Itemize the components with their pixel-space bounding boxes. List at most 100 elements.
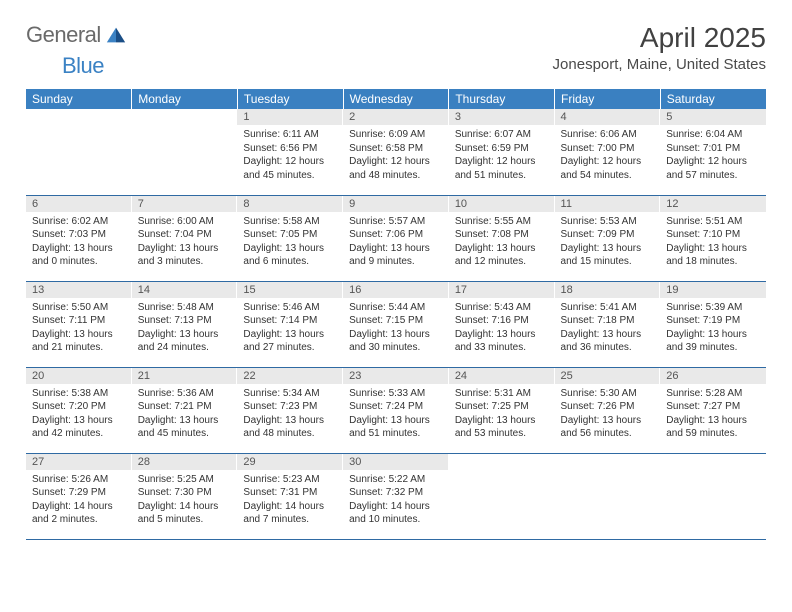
day-info-line: Sunset: 7:25 PM	[455, 400, 549, 414]
day-number	[26, 109, 132, 125]
day-info-line: Sunset: 7:03 PM	[32, 228, 126, 242]
calendar-day-cell: 19Sunrise: 5:39 AMSunset: 7:19 PMDayligh…	[660, 281, 766, 367]
logo-text-general: General	[26, 22, 101, 48]
day-info-line: Sunrise: 5:55 AM	[455, 215, 549, 229]
weekday-header: Thursday	[449, 89, 555, 109]
day-info-line: Daylight: 13 hours	[666, 414, 760, 428]
day-info-line: and 51 minutes.	[455, 169, 549, 183]
day-number: 2	[343, 109, 449, 125]
day-info-line: Daylight: 13 hours	[455, 328, 549, 342]
day-info-line: Sunrise: 6:00 AM	[138, 215, 232, 229]
day-number: 27	[26, 454, 132, 470]
calendar-day-cell: 5Sunrise: 6:04 AMSunset: 7:01 PMDaylight…	[660, 109, 766, 195]
day-info-line: Sunrise: 5:25 AM	[138, 473, 232, 487]
day-number: 22	[237, 368, 343, 384]
day-number: 24	[449, 368, 555, 384]
day-body: Sunrise: 6:09 AMSunset: 6:58 PMDaylight:…	[343, 125, 449, 186]
calendar-day-cell: 30Sunrise: 5:22 AMSunset: 7:32 PMDayligh…	[343, 453, 449, 539]
day-number: 12	[660, 196, 766, 212]
day-info-line: Sunrise: 5:43 AM	[455, 301, 549, 315]
calendar-empty-cell	[449, 453, 555, 539]
day-info-line: Sunset: 7:20 PM	[32, 400, 126, 414]
day-body: Sunrise: 5:57 AMSunset: 7:06 PMDaylight:…	[343, 212, 449, 273]
day-info-line: and 12 minutes.	[455, 255, 549, 269]
day-info-line: Daylight: 14 hours	[243, 500, 337, 514]
day-info-line: and 6 minutes.	[243, 255, 337, 269]
calendar-empty-cell	[555, 453, 661, 539]
weekday-header: Wednesday	[343, 89, 449, 109]
weekday-header: Monday	[132, 89, 238, 109]
day-body: Sunrise: 5:28 AMSunset: 7:27 PMDaylight:…	[660, 384, 766, 445]
calendar-day-cell: 29Sunrise: 5:23 AMSunset: 7:31 PMDayligh…	[237, 453, 343, 539]
day-info-line: Sunset: 7:05 PM	[243, 228, 337, 242]
day-body: Sunrise: 5:34 AMSunset: 7:23 PMDaylight:…	[237, 384, 343, 445]
day-info-line: and 9 minutes.	[349, 255, 443, 269]
day-info-line: Sunrise: 5:48 AM	[138, 301, 232, 315]
day-number: 8	[237, 196, 343, 212]
day-info-line: and 27 minutes.	[243, 341, 337, 355]
day-info-line: Sunset: 7:31 PM	[243, 486, 337, 500]
day-info-line: Daylight: 13 hours	[561, 328, 655, 342]
day-body: Sunrise: 5:50 AMSunset: 7:11 PMDaylight:…	[26, 298, 132, 359]
calendar-week-row: 27Sunrise: 5:26 AMSunset: 7:29 PMDayligh…	[26, 453, 766, 539]
day-body: Sunrise: 5:46 AMSunset: 7:14 PMDaylight:…	[237, 298, 343, 359]
day-number: 4	[555, 109, 661, 125]
day-info-line: Daylight: 13 hours	[32, 242, 126, 256]
calendar-week-row: 20Sunrise: 5:38 AMSunset: 7:20 PMDayligh…	[26, 367, 766, 453]
day-info-line: Daylight: 13 hours	[138, 414, 232, 428]
day-info-line: Sunrise: 5:38 AM	[32, 387, 126, 401]
day-number: 19	[660, 282, 766, 298]
day-number: 11	[555, 196, 661, 212]
day-info-line: Sunrise: 5:23 AM	[243, 473, 337, 487]
day-number: 16	[343, 282, 449, 298]
calendar-day-cell: 17Sunrise: 5:43 AMSunset: 7:16 PMDayligh…	[449, 281, 555, 367]
day-info-line: Daylight: 13 hours	[32, 414, 126, 428]
day-info-line: Sunrise: 5:26 AM	[32, 473, 126, 487]
day-info-line: Sunrise: 5:34 AM	[243, 387, 337, 401]
day-info-line: Daylight: 13 hours	[243, 242, 337, 256]
day-info-line: Sunrise: 5:22 AM	[349, 473, 443, 487]
calendar-day-cell: 1Sunrise: 6:11 AMSunset: 6:56 PMDaylight…	[237, 109, 343, 195]
day-info-line: Daylight: 13 hours	[666, 328, 760, 342]
day-info-line: Sunrise: 5:58 AM	[243, 215, 337, 229]
calendar-empty-cell	[26, 109, 132, 195]
day-info-line: Sunset: 7:15 PM	[349, 314, 443, 328]
day-info-line: and 53 minutes.	[455, 427, 549, 441]
day-info-line: and 24 minutes.	[138, 341, 232, 355]
logo: General	[26, 22, 129, 48]
day-info-line: Daylight: 14 hours	[349, 500, 443, 514]
day-info-line: and 39 minutes.	[666, 341, 760, 355]
day-number: 18	[555, 282, 661, 298]
day-info-line: Sunset: 7:04 PM	[138, 228, 232, 242]
day-body: Sunrise: 6:00 AMSunset: 7:04 PMDaylight:…	[132, 212, 238, 273]
day-body: Sunrise: 5:31 AMSunset: 7:25 PMDaylight:…	[449, 384, 555, 445]
day-number: 17	[449, 282, 555, 298]
day-number: 5	[660, 109, 766, 125]
day-body: Sunrise: 6:04 AMSunset: 7:01 PMDaylight:…	[660, 125, 766, 186]
day-info-line: Daylight: 12 hours	[561, 155, 655, 169]
day-info-line: and 5 minutes.	[138, 513, 232, 527]
day-number: 15	[237, 282, 343, 298]
day-info-line: Sunrise: 6:02 AM	[32, 215, 126, 229]
day-info-line: and 2 minutes.	[32, 513, 126, 527]
day-info-line: and 18 minutes.	[666, 255, 760, 269]
day-info-line: and 15 minutes.	[561, 255, 655, 269]
calendar-day-cell: 11Sunrise: 5:53 AMSunset: 7:09 PMDayligh…	[555, 195, 661, 281]
day-info-line: Daylight: 14 hours	[32, 500, 126, 514]
day-info-line: Sunrise: 5:53 AM	[561, 215, 655, 229]
day-body: Sunrise: 5:44 AMSunset: 7:15 PMDaylight:…	[343, 298, 449, 359]
day-info-line: Daylight: 13 hours	[455, 414, 549, 428]
day-number: 13	[26, 282, 132, 298]
day-info-line: Sunrise: 6:07 AM	[455, 128, 549, 142]
weekday-header: Tuesday	[237, 89, 343, 109]
day-number: 26	[660, 368, 766, 384]
day-info-line: Sunset: 7:27 PM	[666, 400, 760, 414]
day-info-line: and 0 minutes.	[32, 255, 126, 269]
day-info-line: Sunset: 6:56 PM	[243, 142, 337, 156]
day-info-line: Sunrise: 5:46 AM	[243, 301, 337, 315]
day-info-line: Daylight: 13 hours	[666, 242, 760, 256]
day-number: 14	[132, 282, 238, 298]
day-info-line: Sunset: 7:08 PM	[455, 228, 549, 242]
day-info-line: and 59 minutes.	[666, 427, 760, 441]
day-info-line: Sunset: 7:14 PM	[243, 314, 337, 328]
